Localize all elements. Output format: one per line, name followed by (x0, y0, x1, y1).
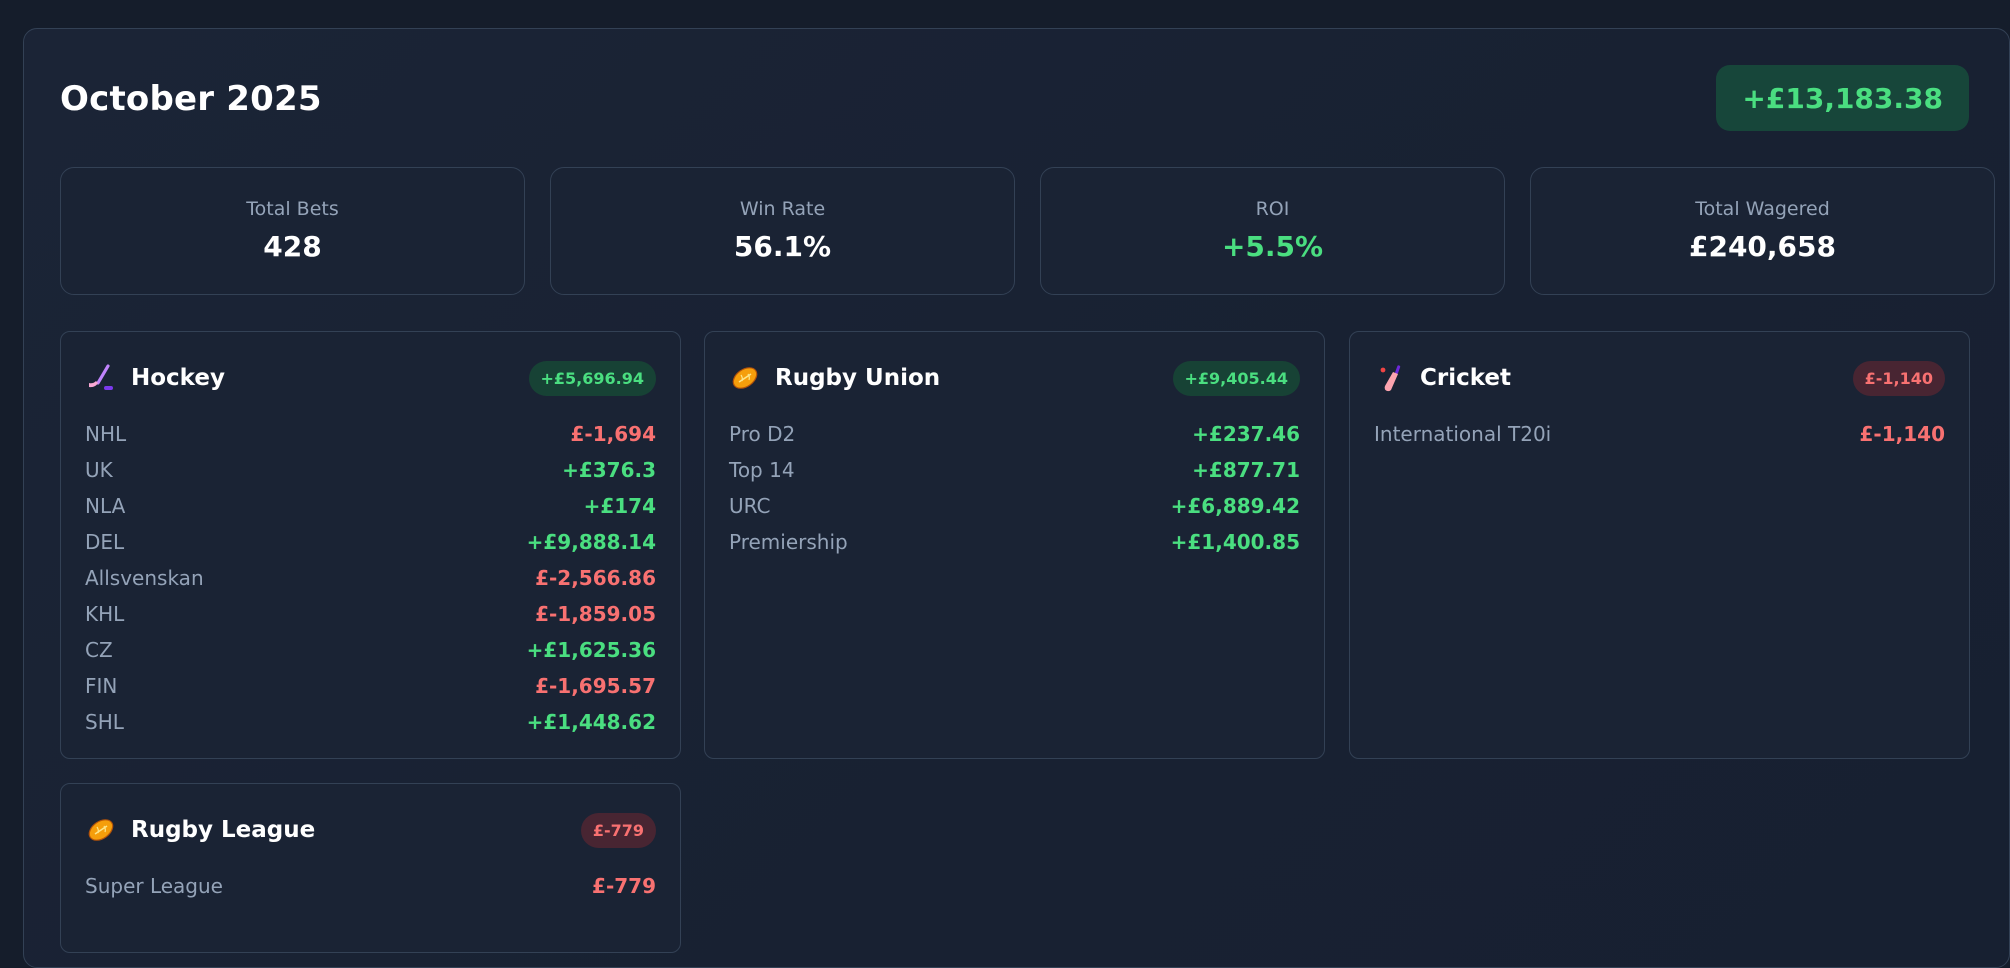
league-value: +£174 (583, 494, 656, 518)
sport-header: Cricket £-1,140 (1374, 360, 1945, 396)
league-name: DEL (85, 530, 125, 554)
sport-card-hockey: Hockey +£5,696.94 NHL £-1,694 UK +£376.3 NLA… (60, 331, 681, 759)
sport-card-cricket: Cricket £-1,140 International T20i £-1,14… (1349, 331, 1970, 759)
total-profit-badge: +£13,183.38 (1716, 65, 1969, 131)
league-row: Super League £-779 (85, 868, 656, 904)
sport-header: Hockey +£5,696.94 (85, 360, 656, 396)
stat-card-win-rate: Win Rate 56.1% (550, 167, 1015, 295)
league-name: UK (85, 458, 113, 482)
league-value: +£1,400.85 (1170, 530, 1300, 554)
stat-value: £240,658 (1688, 230, 1836, 263)
league-row: NHL £-1,694 (85, 416, 656, 452)
stat-label: Total Wagered (1695, 198, 1830, 220)
league-value: +£9,888.14 (526, 530, 656, 554)
league-value: +£1,625.36 (526, 638, 656, 662)
league-row: Top 14 +£877.71 (729, 452, 1300, 488)
league-name: Pro D2 (729, 422, 796, 446)
league-list: Super League £-779 (85, 868, 656, 904)
stat-card-total-bets: Total Bets 428 (60, 167, 525, 295)
league-name: International T20i (1374, 422, 1552, 446)
league-list: NHL £-1,694 UK +£376.3 NLA +£174 DEL +£9,888.14… (85, 416, 656, 740)
league-row: Pro D2 +£237.46 (729, 416, 1300, 452)
league-value: £-1,859.05 (535, 602, 656, 626)
page-title: October 2025 (60, 79, 322, 119)
league-value: £-1,695.57 (535, 674, 656, 698)
league-name: Premiership (729, 530, 848, 554)
league-value: +£1,448.62 (526, 710, 656, 734)
cricket-bat-icon (1380, 365, 1401, 392)
stat-label: Win Rate (739, 198, 826, 220)
league-name: Allsvenskan (85, 566, 204, 590)
league-value: £-1,140 (1859, 422, 1945, 446)
hockey-stick-icon (89, 364, 113, 390)
league-name: CZ (85, 638, 113, 662)
stat-label: ROI (1255, 198, 1290, 220)
league-row: URC +£6,889.42 (729, 488, 1300, 524)
stat-value: 56.1% (733, 230, 832, 263)
league-row: UK +£376.3 (85, 452, 656, 488)
sport-header: Rugby Union +£9,405.44 (729, 360, 1300, 396)
sport-total-badge: +£9,405.44 (1172, 360, 1300, 396)
league-list: Pro D2 +£237.46 Top 14 +£877.71 URC +£6,889.4… (729, 416, 1300, 560)
league-value: £-1,694 (570, 422, 656, 446)
league-name: NLA (85, 494, 126, 518)
league-row: International T20i £-1,140 (1374, 416, 1945, 452)
league-name: URC (729, 494, 771, 518)
league-row: DEL +£9,888.14 (85, 524, 656, 560)
league-list: International T20i £-1,140 (1374, 416, 1945, 452)
league-value: +£237.46 (1192, 422, 1300, 446)
sport-name: Rugby League (131, 817, 316, 843)
league-row: KHL £-1,859.05 (85, 596, 656, 632)
rugby-ball-icon (732, 367, 758, 389)
stat-card-roi: ROI +5.5% (1040, 167, 1505, 295)
league-row: NLA +£174 (85, 488, 656, 524)
sport-name: Rugby Union (775, 365, 941, 391)
league-value: +£877.71 (1192, 458, 1300, 482)
league-name: KHL (85, 602, 125, 626)
monthly-summary-panel: October 2025 +£13,183.38 Total Bets 428 … (23, 28, 2010, 968)
league-name: SHL (85, 710, 124, 734)
league-row: SHL +£1,448.62 (85, 704, 656, 740)
stat-value: +5.5% (1221, 230, 1324, 263)
league-row: Allsvenskan £-2,566.86 (85, 560, 656, 596)
league-row: Premiership +£1,400.85 (729, 524, 1300, 560)
stats-row: Total Bets 428 Win Rate 56.1% ROI +5.5% … (60, 167, 1995, 295)
league-value: +£376.3 (562, 458, 656, 482)
league-value: £-779 (592, 874, 656, 898)
league-name: NHL (85, 422, 127, 446)
sport-total-badge: +£5,696.94 (528, 360, 656, 396)
sport-name: Cricket (1420, 365, 1512, 391)
sport-card-rugby-league: Rugby League £-779 Super League £-779 (60, 783, 681, 953)
league-name: FIN (85, 674, 118, 698)
rugby-ball-icon (88, 819, 114, 841)
league-name: Top 14 (729, 458, 795, 482)
sport-card-rugby-union: Rugby Union +£9,405.44 Pro D2 +£237.46 Top… (704, 331, 1325, 759)
sport-total-badge: £-779 (580, 812, 656, 848)
stat-label: Total Bets (246, 198, 339, 220)
sport-header: Rugby League £-779 (85, 812, 656, 848)
league-row: FIN £-1,695.57 (85, 668, 656, 704)
league-row: CZ +£1,625.36 (85, 632, 656, 668)
league-name: Super League (85, 874, 223, 898)
league-value: +£6,889.42 (1170, 494, 1300, 518)
stat-card-total-wagered: Total Wagered £240,658 (1530, 167, 1995, 295)
sport-name: Hockey (131, 365, 225, 391)
league-value: £-2,566.86 (535, 566, 656, 590)
sport-total-badge: £-1,140 (1852, 360, 1945, 396)
stat-value: 428 (263, 230, 322, 263)
